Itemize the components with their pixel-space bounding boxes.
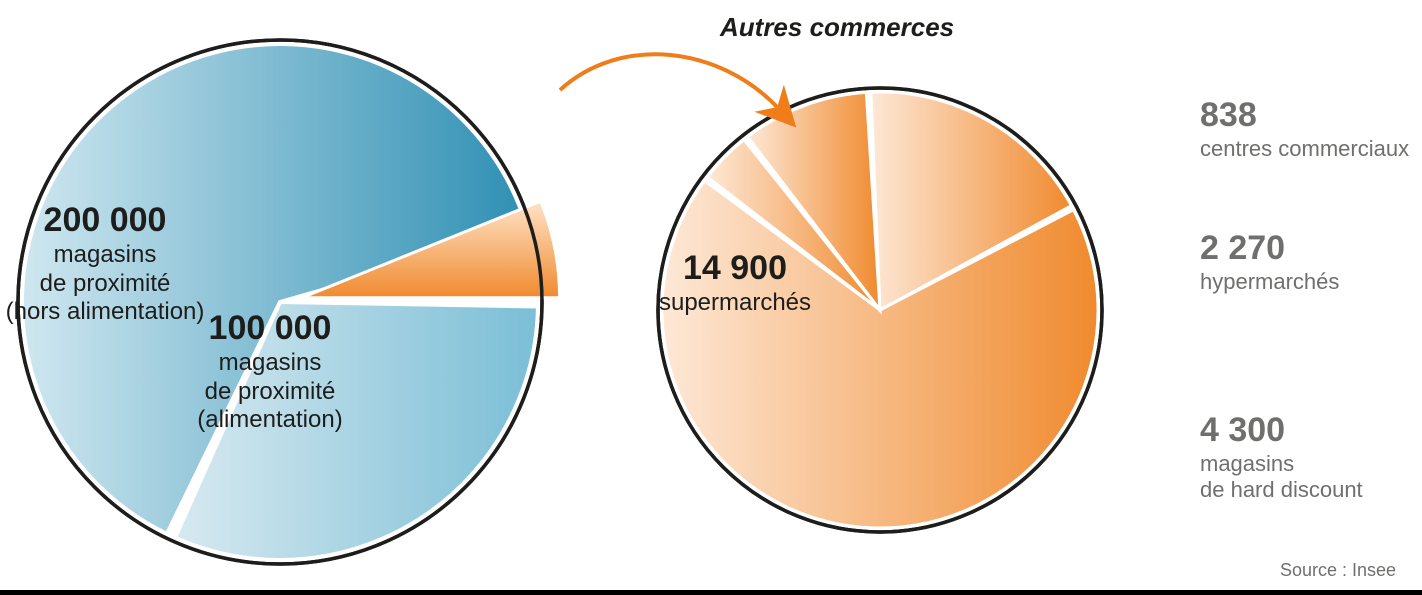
text-prox-food-1: magasins xyxy=(155,349,385,378)
value-centres: 838 xyxy=(1200,95,1409,136)
value-hard: 4 300 xyxy=(1200,410,1363,451)
label-hyper: 2 270 hypermarchés xyxy=(1200,228,1339,295)
label-centres: 838 centres commerciaux xyxy=(1200,95,1409,162)
text-supermarches: supermarchés xyxy=(625,289,845,318)
text-hard-1: magasins xyxy=(1200,451,1363,477)
text-prox-food-3: (alimentation) xyxy=(155,406,385,435)
text-hyper: hypermarchés xyxy=(1200,269,1339,295)
text-centres: centres commerciaux xyxy=(1200,136,1409,162)
value-supermarches: 14 900 xyxy=(625,248,845,289)
value-prox-nonfood: 200 000 xyxy=(0,200,245,241)
label-hard: 4 300 magasins de hard discount xyxy=(1200,410,1363,504)
text-prox-food-2: de proximité xyxy=(155,378,385,407)
label-supermarches: 14 900 supermarchés xyxy=(625,248,845,318)
text-hard-2: de hard discount xyxy=(1200,477,1363,503)
value-hyper: 2 270 xyxy=(1200,228,1339,269)
text-prox-nonfood-2: de proximité xyxy=(0,270,245,299)
text-prox-nonfood-1: magasins xyxy=(0,241,245,270)
title-autres-commerces: Autres commerces xyxy=(720,12,954,43)
value-prox-food: 100 000 xyxy=(155,308,385,349)
source-label: Source : Insee xyxy=(1280,560,1396,582)
chart-canvas: Autres commerces 200 000 magasins de pro… xyxy=(0,0,1422,590)
label-prox-food: 100 000 magasins de proximité (alimentat… xyxy=(155,308,385,435)
